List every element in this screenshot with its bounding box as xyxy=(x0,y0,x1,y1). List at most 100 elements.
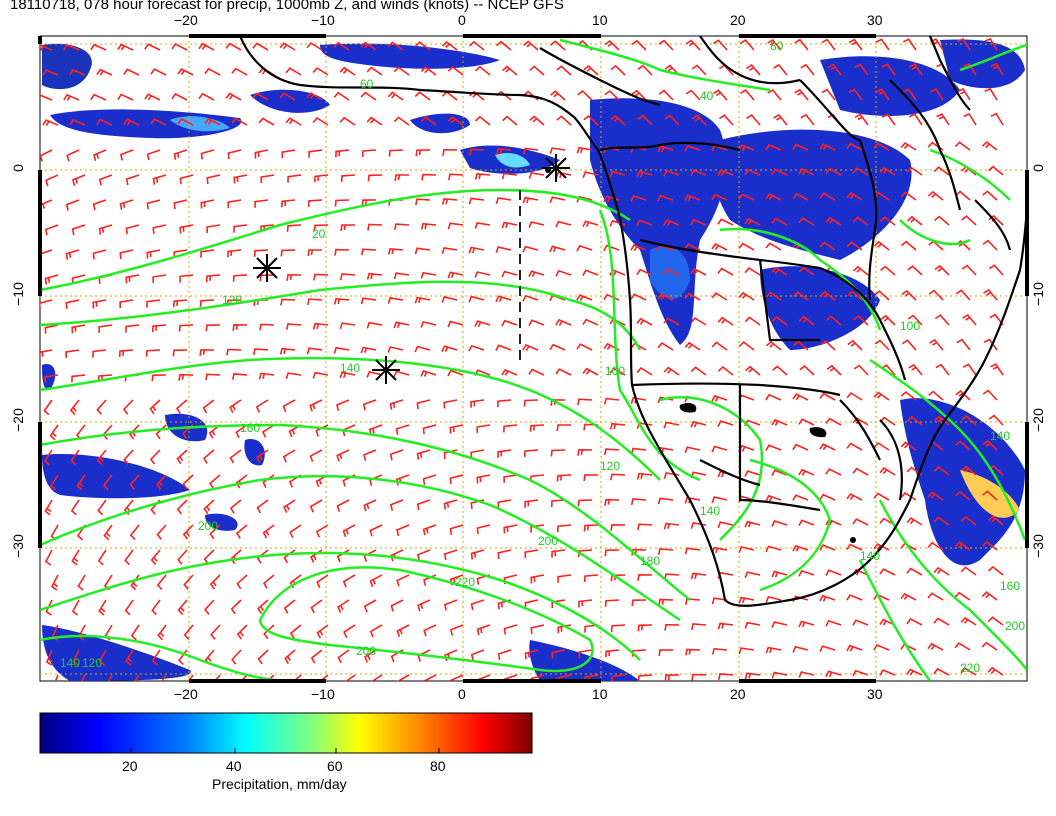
wind-barb xyxy=(879,669,896,676)
wind-barb xyxy=(630,195,647,202)
wind-barb xyxy=(637,624,653,632)
wind-barb xyxy=(792,291,809,301)
contour-label: 80 xyxy=(770,39,784,53)
wind-barb xyxy=(821,88,836,101)
wind-barb xyxy=(988,264,1004,276)
wind-barb xyxy=(578,599,593,608)
wind-barb xyxy=(476,474,491,484)
wind-barb xyxy=(551,649,566,659)
contour-label: 220 xyxy=(960,661,980,675)
wind-barb xyxy=(765,545,782,553)
wind-barb xyxy=(529,424,545,432)
wind-barb xyxy=(280,298,296,306)
wind-barb xyxy=(989,313,1004,326)
wind-barb xyxy=(798,315,815,326)
wind-barb xyxy=(449,424,464,434)
wind-barb xyxy=(873,441,890,451)
wind-barb xyxy=(711,193,728,201)
wind-barb xyxy=(175,399,188,414)
wind-barb xyxy=(524,549,539,559)
wind-barb xyxy=(819,290,836,301)
lat-label-right: −30 xyxy=(1029,534,1046,558)
wind-barb xyxy=(522,294,539,302)
wind-barb xyxy=(312,371,329,379)
wind-barb xyxy=(738,546,755,553)
wind-barb xyxy=(987,565,1004,576)
wind-barb xyxy=(156,524,167,540)
wind-barb xyxy=(231,67,248,76)
wind-barb xyxy=(65,199,80,211)
wind-barb xyxy=(934,215,950,226)
wind-barb xyxy=(852,467,869,476)
wind-barb xyxy=(611,674,626,681)
wind-barb xyxy=(396,674,410,681)
wind-barb xyxy=(474,221,491,229)
wind-barb xyxy=(43,449,53,466)
wind-barb xyxy=(387,247,404,255)
wind-barb xyxy=(690,572,707,580)
wind-barb xyxy=(956,338,971,351)
wind-barb xyxy=(414,247,431,255)
wind-barb xyxy=(657,548,674,555)
wind-barb xyxy=(772,365,788,376)
wind-barb xyxy=(151,649,161,666)
wind-barb xyxy=(254,199,269,208)
wind-barb xyxy=(982,190,998,201)
wind-barb xyxy=(930,88,944,101)
wind-barb xyxy=(550,499,566,508)
wind-barb xyxy=(798,519,815,526)
wind-barb xyxy=(40,94,53,101)
wind-barb xyxy=(449,624,464,636)
wind-barb xyxy=(92,349,107,358)
wind-barb xyxy=(496,399,512,408)
contour-label: 120 xyxy=(600,459,620,473)
wind-barb xyxy=(393,116,410,126)
wind-barb xyxy=(198,92,215,101)
wind-barb xyxy=(900,191,917,201)
wind-barb xyxy=(522,245,539,253)
wind-barb xyxy=(262,574,275,589)
wind-barb xyxy=(717,673,734,680)
wind-barb xyxy=(420,222,437,230)
wind-barb xyxy=(129,524,140,541)
wind-barb xyxy=(798,217,815,226)
wind-barb xyxy=(961,465,977,476)
wind-barb xyxy=(476,624,491,636)
wind-barb xyxy=(416,499,431,511)
wind-barb xyxy=(610,64,626,76)
wind-barb xyxy=(125,274,140,284)
wind-barb xyxy=(767,38,782,51)
wind-barb xyxy=(825,167,842,176)
wind-barb xyxy=(630,498,647,506)
colorbar-caption: Precipitation, mm/day xyxy=(212,776,347,792)
wind-barb xyxy=(609,170,626,178)
wind-barb xyxy=(469,148,485,156)
wind-barb xyxy=(765,340,782,351)
wind-barb xyxy=(447,271,464,279)
storm-marker-2 xyxy=(253,254,281,282)
wind-barb xyxy=(744,168,761,176)
wind-barb xyxy=(550,90,566,101)
wind-barb xyxy=(315,424,329,437)
wind-barb xyxy=(307,249,322,257)
wind-barb xyxy=(205,324,221,332)
wind-barb xyxy=(746,114,761,126)
wind-barb xyxy=(45,649,53,666)
wind-barb xyxy=(423,624,437,637)
wind-barb xyxy=(144,93,161,101)
wind-barb xyxy=(279,92,296,101)
wind-barb xyxy=(767,88,782,101)
wind-barb xyxy=(928,390,944,401)
wind-barb xyxy=(394,174,409,182)
wind-barb xyxy=(908,113,923,126)
colorbar-tick-label: 80 xyxy=(430,758,446,774)
wind-barb xyxy=(125,224,140,235)
wind-barb xyxy=(555,269,572,277)
wind-barb xyxy=(334,199,350,207)
wind-barb xyxy=(657,145,674,153)
wind-barb xyxy=(684,292,701,301)
wind-barb xyxy=(441,246,458,254)
wind-barb xyxy=(984,37,998,51)
wind-barb xyxy=(470,449,485,459)
wind-barb xyxy=(955,190,971,201)
